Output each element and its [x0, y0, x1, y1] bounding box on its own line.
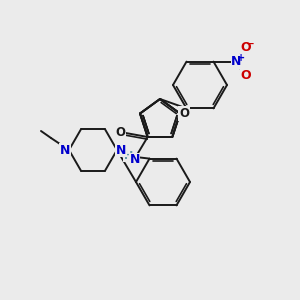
Text: H: H: [124, 151, 133, 161]
Text: N: N: [116, 143, 126, 157]
Text: +: +: [237, 52, 245, 63]
Text: O: O: [179, 107, 189, 120]
Text: O: O: [116, 127, 126, 140]
Text: N: N: [231, 55, 242, 68]
Text: N: N: [130, 154, 140, 166]
Text: N: N: [60, 143, 70, 157]
Text: O: O: [240, 41, 251, 54]
Text: −: −: [246, 39, 255, 49]
Text: O: O: [240, 69, 251, 82]
